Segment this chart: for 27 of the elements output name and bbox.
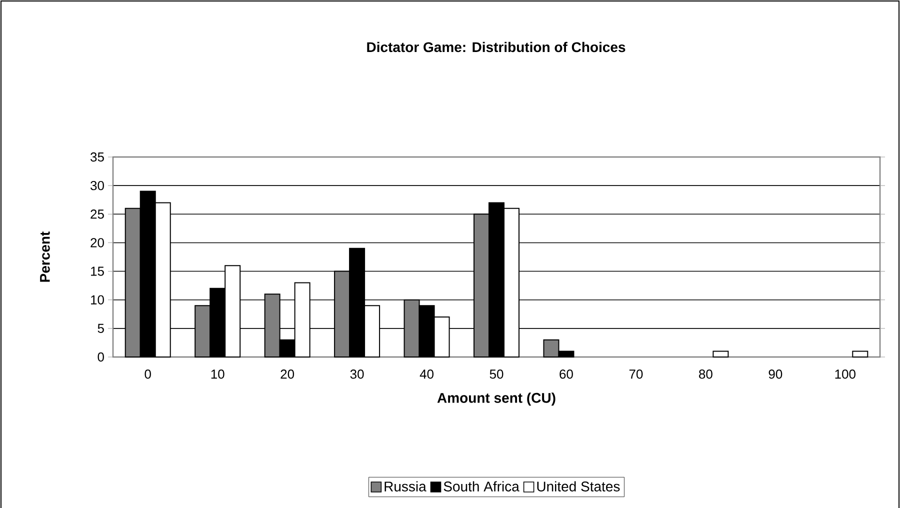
- x-tick-label: 10: [211, 370, 224, 379]
- x-tick-label: 0: [144, 370, 151, 379]
- y-tick-label: 5: [98, 324, 104, 333]
- x-tick-label: 100: [835, 370, 856, 379]
- y-tick-label: 35: [90, 152, 104, 162]
- y-tick-label: 0: [98, 352, 104, 362]
- x-tick-label: 60: [560, 370, 573, 379]
- y-tick-label: 20: [90, 238, 104, 248]
- x-tick-label: 40: [420, 370, 434, 379]
- x-axis-title: Amount sent (CU): [437, 392, 556, 406]
- x-tick-label: 80: [699, 370, 712, 379]
- legend-label: South Africa: [444, 481, 520, 492]
- x-tick-label: 30: [350, 370, 364, 379]
- legend-label: United States: [537, 481, 620, 492]
- y-tick-label: 15: [91, 266, 104, 276]
- legend-label: Russia: [384, 481, 426, 492]
- x-tick-label: 70: [629, 370, 643, 379]
- x-tick-label: 20: [280, 370, 294, 379]
- bar: [852, 350, 868, 358]
- y-tick-label: 10: [91, 295, 104, 304]
- y-axis-title: Percent: [40, 232, 50, 282]
- chart-title: Dictator Game: Distribution of Choices: [367, 42, 626, 52]
- y-tick-label: 30: [90, 180, 104, 190]
- bar: [712, 350, 729, 358]
- x-tick-label: 90: [768, 370, 782, 379]
- x-tick-label: 50: [490, 370, 504, 379]
- y-tick-label: 25: [90, 210, 104, 219]
